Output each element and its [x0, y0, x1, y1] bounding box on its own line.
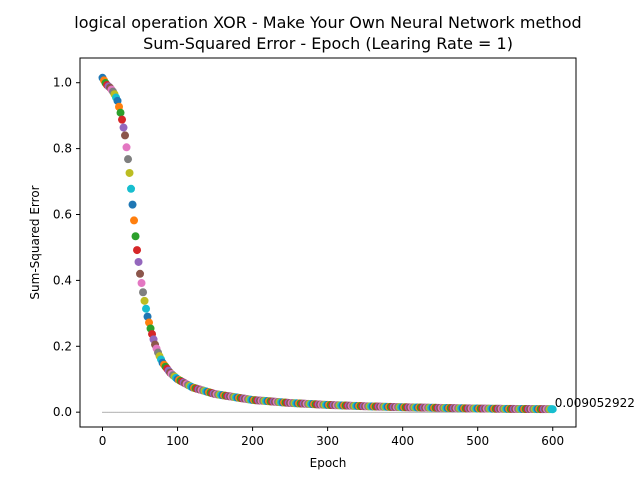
- plot-area: [80, 58, 576, 427]
- data-point: [137, 279, 146, 288]
- x-tick-label: 100: [166, 434, 189, 448]
- y-tick-label: 1.0: [53, 76, 72, 90]
- x-tick-label: 200: [241, 434, 264, 448]
- data-points: [98, 73, 557, 414]
- data-point: [142, 304, 151, 313]
- y-tick-label: 0.4: [53, 273, 72, 287]
- y-axis-ticks: 0.0 0.2 0.4 0.6 0.8 1.0: [53, 76, 80, 419]
- data-point: [122, 143, 131, 152]
- x-axis-ticks: 0 100 200 300 400 500 600: [99, 427, 564, 448]
- data-point: [133, 246, 142, 255]
- data-point: [119, 123, 128, 132]
- chart-title: logical operation XOR - Make Your Own Ne…: [74, 13, 581, 32]
- data-point: [116, 108, 125, 117]
- y-tick-label: 0.0: [53, 405, 72, 419]
- x-tick-label: 0: [99, 434, 107, 448]
- x-tick-label: 300: [316, 434, 339, 448]
- x-tick-label: 600: [541, 434, 564, 448]
- data-point: [124, 155, 133, 164]
- x-axis-label: Epoch: [310, 456, 347, 470]
- data-point: [125, 168, 134, 177]
- y-axis-label: Sum-Squared Error: [28, 185, 42, 299]
- y-tick-label: 0.2: [53, 339, 72, 353]
- final-data-point: [548, 405, 557, 414]
- x-tick-label: 500: [466, 434, 489, 448]
- data-point: [131, 232, 140, 241]
- data-point: [136, 269, 145, 278]
- data-point: [128, 200, 137, 209]
- chart-subtitle: Sum-Squared Error - Epoch (Learing Rate …: [143, 34, 513, 53]
- data-point: [127, 184, 136, 193]
- data-point: [139, 288, 148, 297]
- y-tick-label: 0.8: [53, 142, 72, 156]
- data-point: [134, 257, 143, 266]
- data-point: [130, 216, 139, 225]
- data-point: [140, 296, 149, 305]
- data-point: [121, 131, 130, 140]
- y-tick-label: 0.6: [53, 207, 72, 221]
- x-tick-label: 400: [391, 434, 414, 448]
- final-value-annotation: 0.009052922: [555, 396, 635, 410]
- data-point: [118, 115, 127, 124]
